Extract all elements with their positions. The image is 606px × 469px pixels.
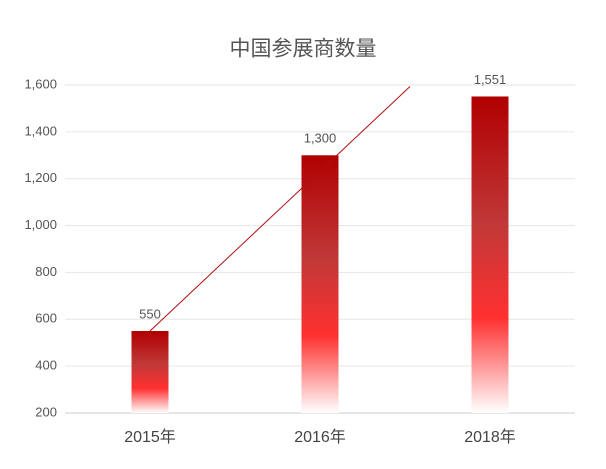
data-label: 1,551 <box>474 72 507 87</box>
data-label: 1,300 <box>304 131 337 146</box>
y-tick-label: 1,000 <box>24 217 57 232</box>
x-tick-label: 2015年 <box>124 428 176 446</box>
y-tick-label: 400 <box>35 358 57 373</box>
bar <box>301 155 339 414</box>
bar <box>131 331 169 413</box>
chart-title: 中国参展商数量 <box>230 38 377 61</box>
data-label: 550 <box>139 306 161 321</box>
y-tick-label: 1,600 <box>24 76 57 91</box>
y-tick-label: 1,400 <box>24 123 57 138</box>
y-tick-label: 800 <box>35 264 57 279</box>
y-tick-label: 1,200 <box>24 170 57 185</box>
trend-line <box>149 86 411 332</box>
x-tick-label: 2018年 <box>464 428 516 446</box>
bar <box>471 96 509 413</box>
y-tick-label: 200 <box>35 404 57 419</box>
x-tick-label: 2016年 <box>294 428 346 446</box>
y-tick-label: 600 <box>35 311 57 326</box>
